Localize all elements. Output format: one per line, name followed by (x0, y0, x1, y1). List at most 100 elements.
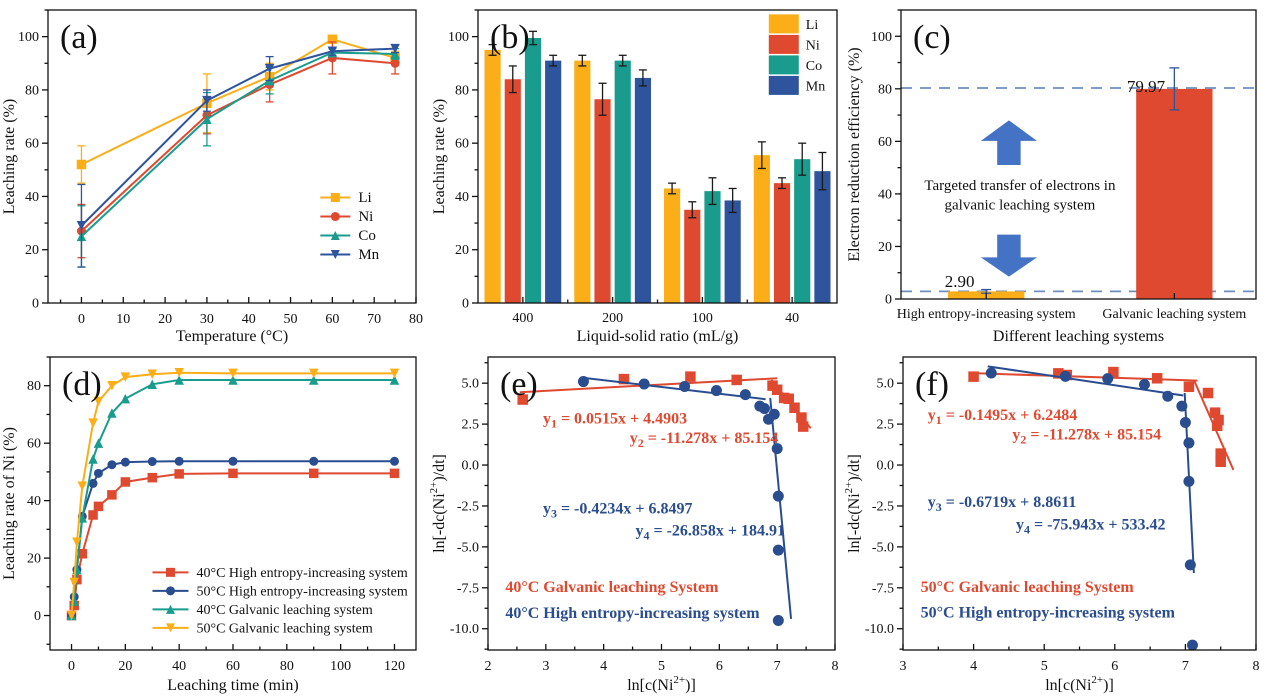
y-tick-label: -2.5 (872, 499, 894, 514)
y-tick-label: 80 (25, 83, 39, 98)
x-tick-label: 120 (384, 659, 405, 674)
marker-square (797, 421, 809, 432)
y-axis-label: Electron reduction efficiency (%) (846, 47, 863, 261)
y-tick-label: -7.5 (457, 581, 479, 596)
marker-square (1183, 381, 1195, 393)
marker-circle (165, 586, 175, 596)
tick-labels: 0 20 40 60 80 100 0 10 20 30 40 50 60 70 80 (18, 30, 423, 327)
marker-circle (679, 380, 691, 392)
fit-equation: y2 = -11.278x + 85.154 (1012, 427, 1161, 447)
panel-c: 2.90 79.97 Targeted transfer of electrons … (845, 0, 1268, 349)
x-tick-label: 3 (542, 659, 549, 674)
plot-overlay: Li Ni Co Mn (768, 14, 825, 95)
y-tick-label: -5.0 (872, 540, 894, 555)
marker-triangle-down (264, 63, 275, 74)
y-tick-label: 100 (18, 30, 39, 45)
x-category-label: 400 (512, 311, 533, 326)
legend-label: 40°C Galvanic leaching system (196, 603, 372, 618)
marker-triangle-down (88, 418, 98, 428)
marker-triangle-up (202, 114, 212, 124)
x-category-label: 100 (692, 311, 713, 326)
legend-label: Mn (358, 247, 379, 263)
plot-area (66, 368, 400, 621)
marker-circle (577, 376, 589, 388)
marker-square (796, 412, 807, 423)
x-category-label: Galvanic leaching system (1102, 307, 1246, 322)
y-tick-label: 0 (462, 297, 469, 312)
x-tick-label: 6 (1111, 659, 1118, 674)
x-tick-label: 100 (330, 659, 351, 674)
marker-square (1053, 368, 1064, 379)
bar-value-label: 79.97 (1127, 77, 1166, 96)
x-tick-label: 10 (116, 312, 130, 327)
marker-circle (174, 456, 184, 466)
fit-equation: y4 = -26.858x + 184.91 (635, 522, 785, 542)
marker-triangle-down (165, 623, 175, 633)
series-Ni (504, 65, 791, 303)
panel-letter: (a) (60, 19, 98, 56)
legend-label: Co (358, 228, 376, 244)
series-40°C Galvanic leaching system (66, 375, 400, 621)
marker-circle (772, 544, 784, 556)
x-tick-label: 60 (325, 312, 339, 327)
x-category-label: 40 (785, 311, 799, 326)
y-tick-label: 60 (25, 137, 39, 152)
series-Li (76, 34, 400, 184)
fit-equation: y1 = -0.1495x + 6.2484 (928, 407, 1078, 427)
series-Li (484, 43, 770, 303)
x-tick-label: 8 (832, 659, 839, 674)
series-50°C Galvanic leaching system (66, 368, 400, 621)
y-tick-label: 40 (455, 190, 469, 205)
marker-square (107, 490, 117, 500)
marker-triangle-down (330, 250, 340, 260)
annotation-line-1: Targeted transfer of electrons in (924, 178, 1116, 194)
legend: 40°C High entropy-increasing system 50°C … (152, 566, 408, 636)
series-Ni (76, 41, 400, 259)
series-50°C High entropy-increasing system (985, 365, 1198, 650)
x-tick-label: 20 (118, 659, 132, 674)
tick-labels: 0 20 40 60 80 100 High entropy-increasing syst… (871, 30, 1246, 322)
x-tick-label: 5 (1041, 659, 1048, 674)
marker-triangle-up (165, 604, 175, 614)
marker-circle (1138, 378, 1150, 390)
x-axis-label: Different leaching systems (993, 328, 1164, 345)
x-tick-label: 50 (284, 312, 298, 327)
x-tick-label: 40 (242, 312, 256, 327)
x-tick-label: 70 (367, 312, 381, 327)
x-tick-label: 8 (1253, 659, 1260, 674)
y-tick-label: 0 (34, 609, 41, 624)
transfer-arrows (980, 120, 1037, 277)
marker-square (1215, 456, 1226, 468)
x-tick-label: 3 (900, 659, 907, 674)
fit-equation: y1 = 0.0515x + 4.4903 (543, 410, 687, 430)
x-tick-label: 5 (658, 659, 665, 674)
axes (897, 356, 1257, 651)
marker-triangle-down (228, 368, 238, 379)
panel-f: y1 = -0.1495x + 6.2484 y2 = -11.278x + 85… (845, 349, 1268, 698)
panel-letter: (c) (913, 19, 951, 56)
marker-circle (1179, 416, 1191, 428)
y-tick-label: 20 (27, 552, 41, 567)
panel-a-chart: Li Ni Co Mn 0 20 40 60 80 100 0 10 20 30 40 50 60 70 80 Tem… (1, 9, 423, 345)
marker-triangle-up (107, 408, 117, 418)
marker-triangle-down (389, 368, 400, 379)
marker-circle (985, 367, 997, 379)
marker-square (685, 371, 696, 382)
legend-label: 50°C Galvanic leaching system (196, 621, 372, 636)
legend-label: Ni (806, 38, 820, 53)
marker-square (330, 193, 340, 203)
axes (482, 356, 836, 651)
tick-labels: 5.0 2.5 0.0 -2.5 -5.0 -7.5 -10.0 2 3 4 5 6 7 8 (450, 377, 839, 674)
marker-triangle-down (72, 537, 82, 548)
axes (895, 9, 1257, 300)
marker-circle (768, 408, 780, 420)
y-tick-label: 40 (25, 190, 39, 205)
marker-square (1209, 407, 1221, 418)
y-axis-label: Leaching rate of Ni (%) (1, 427, 18, 580)
plot-overlay: Li Ni Co Mn (320, 190, 380, 263)
marker-circle (107, 460, 117, 470)
marker-triangle-down (147, 369, 158, 379)
marker-triangle-up (120, 393, 131, 404)
series-caption: 40°C High entropy-increasing system (505, 605, 760, 622)
